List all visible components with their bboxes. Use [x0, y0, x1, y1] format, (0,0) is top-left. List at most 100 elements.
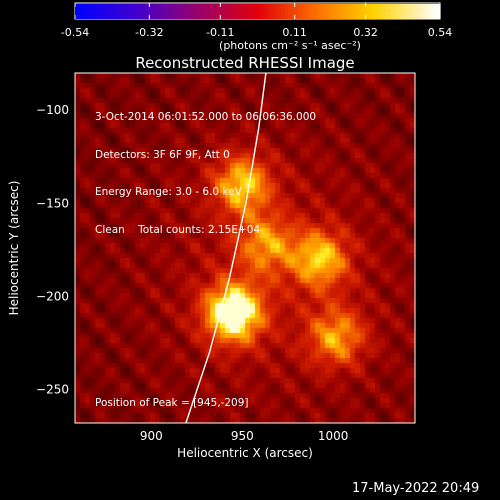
colorbar-segment	[190, 4, 195, 19]
colorbar-segment	[199, 4, 204, 19]
colorbar-segment	[84, 4, 88, 19]
colorbar-segment	[294, 4, 298, 19]
colorbar-segment	[184, 4, 189, 19]
colorbar-segment	[141, 4, 146, 19]
colorbar-segment	[129, 4, 134, 19]
colorbar-segment	[160, 4, 164, 19]
colorbar-segment	[324, 4, 329, 19]
annotation-energy: Energy Range: 3.0 - 6.0 keV	[95, 186, 242, 198]
colorbar-segment	[148, 4, 152, 19]
colorbar-segment	[300, 4, 304, 19]
colorbar-segment	[303, 4, 307, 19]
colorbar-segment	[257, 4, 262, 19]
x-axis-label: Heliocentric X (arcsec)	[177, 446, 313, 460]
colorbar-segment	[90, 4, 94, 19]
colorbar-segment	[114, 4, 119, 19]
colorbar-segment	[394, 4, 399, 19]
colorbar-segment	[105, 4, 110, 19]
colorbar-segment	[306, 4, 310, 19]
colorbar-segment	[123, 4, 128, 19]
colorbar-segment	[388, 4, 392, 19]
colorbar-segment	[345, 4, 350, 19]
colorbar-segment	[181, 4, 186, 19]
annotation-time: 3-Oct-2014 06:01:52.000 to 06:06:36.000	[95, 111, 317, 123]
colorbar-segment	[138, 4, 143, 19]
colorbar-segment	[360, 4, 365, 19]
colorbar-segment	[248, 4, 253, 19]
colorbar-segment	[178, 4, 183, 19]
colorbar-segment	[263, 4, 268, 19]
colorbar-segment	[339, 4, 344, 19]
colorbar-segment	[400, 4, 405, 19]
y-tick-label: −200	[36, 289, 69, 303]
colorbar-segment	[87, 4, 91, 19]
colorbar-segment	[297, 4, 301, 19]
colorbar-segment	[135, 4, 140, 19]
colorbar-segment	[433, 4, 438, 19]
colorbar-tick-label: -0.32	[135, 26, 163, 39]
colorbar-segment	[245, 4, 249, 19]
colorbar-segment	[424, 4, 429, 19]
colorbar-segment	[269, 4, 274, 19]
colorbar-segment	[357, 4, 362, 19]
colorbar-segment	[214, 4, 219, 19]
colorbar-segment	[309, 4, 313, 19]
colorbar-segment	[348, 4, 353, 19]
colorbar-segment	[287, 4, 292, 19]
colorbar-segment	[409, 4, 414, 19]
colorbar-segment	[373, 4, 377, 19]
colorbar-tick-label: 0.32	[353, 26, 378, 39]
colorbar-segment	[318, 4, 322, 19]
colorbar-segment	[169, 4, 173, 19]
colorbar-segment	[281, 4, 286, 19]
colorbar-tick-label: -0.54	[61, 26, 89, 39]
colorbar	[75, 4, 441, 19]
colorbar-segment	[75, 4, 79, 19]
colorbar-segment	[81, 4, 85, 19]
colorbar-segment	[221, 4, 225, 19]
colorbar-segment	[406, 4, 411, 19]
colorbar-segment	[102, 4, 107, 19]
colorbar-segment	[126, 4, 131, 19]
colorbar-segment	[230, 4, 234, 19]
annotation-block: 3-Oct-2014 06:01:52.000 to 06:06:36.000 …	[95, 86, 316, 249]
colorbar-units: (photons cm⁻² s⁻¹ asec⁻²)	[219, 39, 361, 52]
colorbar-segment	[370, 4, 374, 19]
colorbar-segment	[327, 4, 332, 19]
colorbar-segment	[382, 4, 386, 19]
chart-title: Reconstructed RHESSI Image	[135, 54, 355, 72]
colorbar-segment	[436, 4, 441, 19]
colorbar-segment	[163, 4, 167, 19]
colorbar-segment	[385, 4, 389, 19]
colorbar-segment	[166, 4, 170, 19]
colorbar-segment	[266, 4, 271, 19]
colorbar-segment	[260, 4, 265, 19]
colorbar-segment	[367, 4, 371, 19]
colorbar-segment	[151, 4, 155, 19]
colorbar-segment	[224, 4, 228, 19]
y-tick-label: −150	[36, 196, 69, 210]
y-tick-label: −250	[36, 382, 69, 396]
colorbar-segment	[187, 4, 192, 19]
colorbar-segment	[430, 4, 435, 19]
colorbar-segment	[379, 4, 383, 19]
annotation-counts: Clean Total counts: 2.15E+04	[95, 223, 261, 236]
colorbar-segment	[202, 4, 207, 19]
colorbar-segment	[239, 4, 243, 19]
footer-date: 17-May-2022 20:49	[352, 481, 480, 496]
colorbar-segment	[336, 4, 341, 19]
colorbar-ticks: -0.54 -0.32 -0.11 0.11 0.32 0.54	[61, 3, 452, 39]
colorbar-segment	[117, 4, 122, 19]
colorbar-segment	[275, 4, 280, 19]
colorbar-segment	[193, 4, 198, 19]
colorbar-segment	[354, 4, 359, 19]
colorbar-segment	[412, 4, 417, 19]
colorbar-segment	[284, 4, 289, 19]
colorbar-segment	[403, 4, 408, 19]
colorbar-segment	[272, 4, 277, 19]
colorbar-segment	[78, 4, 82, 19]
colorbar-segment	[330, 4, 335, 19]
x-tick-label: 900	[140, 429, 163, 443]
colorbar-segment	[315, 4, 319, 19]
x-tick-label: 950	[231, 429, 254, 443]
